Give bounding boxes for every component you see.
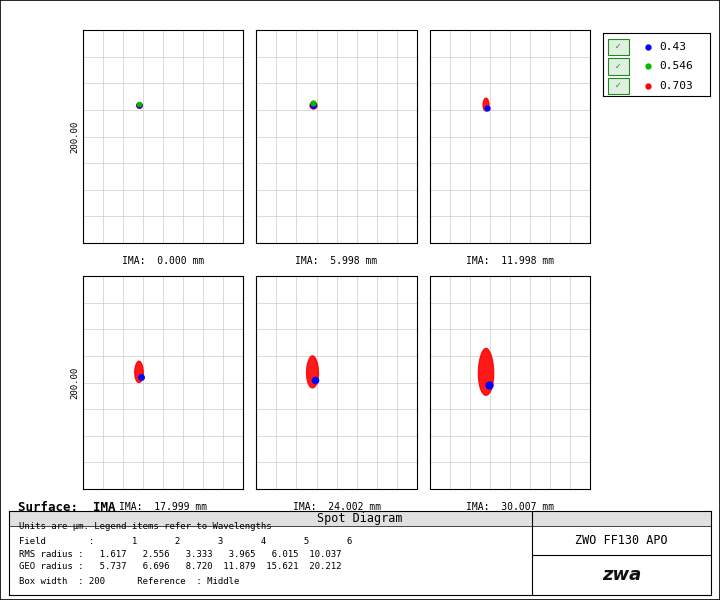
Text: ✓: ✓ — [615, 43, 621, 52]
Text: IMA:  0.000 mm: IMA: 0.000 mm — [122, 256, 204, 266]
Text: 0.43: 0.43 — [659, 42, 685, 52]
Text: IMA:  24.002 mm: IMA: 24.002 mm — [292, 502, 381, 512]
Text: ✓: ✓ — [615, 62, 621, 71]
Polygon shape — [135, 361, 143, 383]
Text: Spot Diagram: Spot Diagram — [318, 512, 402, 525]
Text: Units are µm. Legend items refer to Wavelengths: Units are µm. Legend items refer to Wave… — [19, 522, 272, 531]
Text: IMA:  17.999 mm: IMA: 17.999 mm — [119, 502, 207, 512]
Text: Field        :       1       2       3       4       5       6: Field : 1 2 3 4 5 6 — [19, 537, 352, 546]
Text: Box width  : 200      Reference  : Middle: Box width : 200 Reference : Middle — [19, 577, 240, 586]
Text: Surface:  IMA: Surface: IMA — [18, 501, 115, 514]
Polygon shape — [307, 356, 318, 388]
Text: 0.546: 0.546 — [659, 61, 693, 71]
Text: RMS radius :   1.617   2.556   3.333   3.965   6.015  10.037: RMS radius : 1.617 2.556 3.333 3.965 6.0… — [19, 550, 342, 559]
Bar — [9, 511, 711, 526]
Text: IMA:  30.007 mm: IMA: 30.007 mm — [466, 502, 554, 512]
Bar — [608, 78, 629, 94]
Text: 0.703: 0.703 — [659, 81, 693, 91]
Text: zwa: zwa — [602, 566, 642, 584]
Polygon shape — [478, 349, 494, 395]
Text: IMA:  5.998 mm: IMA: 5.998 mm — [295, 256, 378, 266]
Text: GEO radius :   5.737   6.696   8.720  11.879  15.621  20.212: GEO radius : 5.737 6.696 8.720 11.879 15… — [19, 562, 342, 571]
Bar — [608, 58, 629, 74]
Text: ✓: ✓ — [615, 82, 621, 91]
Text: 200.00: 200.00 — [71, 367, 79, 398]
Text: ZWO FF130 APO: ZWO FF130 APO — [575, 534, 668, 547]
Bar — [608, 38, 629, 55]
Polygon shape — [483, 98, 489, 111]
Text: 200.00: 200.00 — [71, 121, 79, 152]
Text: IMA:  11.998 mm: IMA: 11.998 mm — [466, 256, 554, 266]
